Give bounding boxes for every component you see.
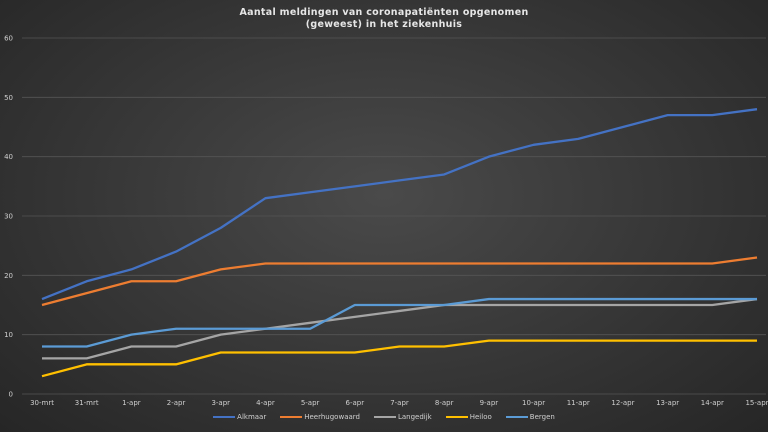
y-tick-label: 50 — [4, 94, 13, 102]
series-line-alkmaar — [41, 108, 758, 301]
x-tick-label: 30-mrt — [30, 399, 54, 407]
legend-label: Heiloo — [469, 413, 492, 421]
y-tick-label: 60 — [4, 35, 13, 43]
x-tick-label: 13-apr — [656, 399, 679, 407]
x-tick-label: 31-mrt — [75, 399, 99, 407]
legend-label: Langedijk — [397, 413, 432, 421]
legend-item-alkmaar: Alkmaar — [213, 413, 266, 421]
chart-title-line1: Aantal meldingen van coronapatiënten opg… — [239, 7, 529, 18]
legend-swatch — [445, 415, 468, 419]
x-tick-label: 8-apr — [435, 399, 454, 407]
legend-label: Alkmaar — [237, 413, 267, 421]
legend-swatch — [213, 415, 236, 419]
legend-swatch — [280, 415, 303, 419]
series-line-heiloo — [41, 339, 757, 378]
series-line-langedijk — [42, 297, 758, 360]
x-tick-label: 14-apr — [701, 399, 724, 407]
legend-label: Bergen — [529, 413, 555, 421]
legend-item-langedijk: Langedijk — [373, 413, 432, 421]
x-tick-label: 9-apr — [480, 399, 499, 407]
y-tick-label: 20 — [4, 272, 13, 280]
x-tick-label: 2-apr — [167, 399, 186, 407]
x-tick-label: 4-apr — [256, 399, 275, 407]
legend-label: Heerhugowaard — [304, 413, 360, 421]
y-tick-label: 40 — [4, 153, 13, 161]
y-tick-label: 10 — [4, 331, 13, 339]
y-tick-label: 30 — [4, 213, 13, 221]
x-tick-label: 11-apr — [567, 399, 590, 407]
x-tick-label: 7-apr — [390, 399, 409, 407]
chart-title: Aantal meldingen van coronapatiënten opg… — [0, 7, 768, 31]
legend-item-heiloo: Heiloo — [445, 413, 492, 421]
x-tick-label: 1-apr — [122, 399, 141, 407]
x-tick-label: 10-apr — [522, 399, 545, 407]
chart-title-line2: (geweest) in het ziekenhuis — [305, 19, 463, 30]
x-tick-label: 15-apr — [745, 399, 768, 407]
legend-swatch — [505, 415, 528, 419]
series-line-heerhugowaard — [41, 256, 758, 307]
legend-swatch — [373, 415, 396, 419]
x-tick-label: 6-apr — [346, 399, 365, 407]
x-tick-label: 5-apr — [301, 399, 320, 407]
series-line-bergen — [42, 297, 757, 348]
x-tick-label: 12-apr — [611, 399, 634, 407]
legend-item-heerhugowaard: Heerhugowaard — [280, 413, 360, 421]
y-tick-label: 0 — [9, 391, 13, 399]
x-tick-label: 3-apr — [211, 399, 230, 407]
legend-item-bergen: Bergen — [505, 413, 555, 421]
legend: Alkmaar Heerhugowaard Langedijk Heiloo Berge… — [0, 413, 768, 421]
